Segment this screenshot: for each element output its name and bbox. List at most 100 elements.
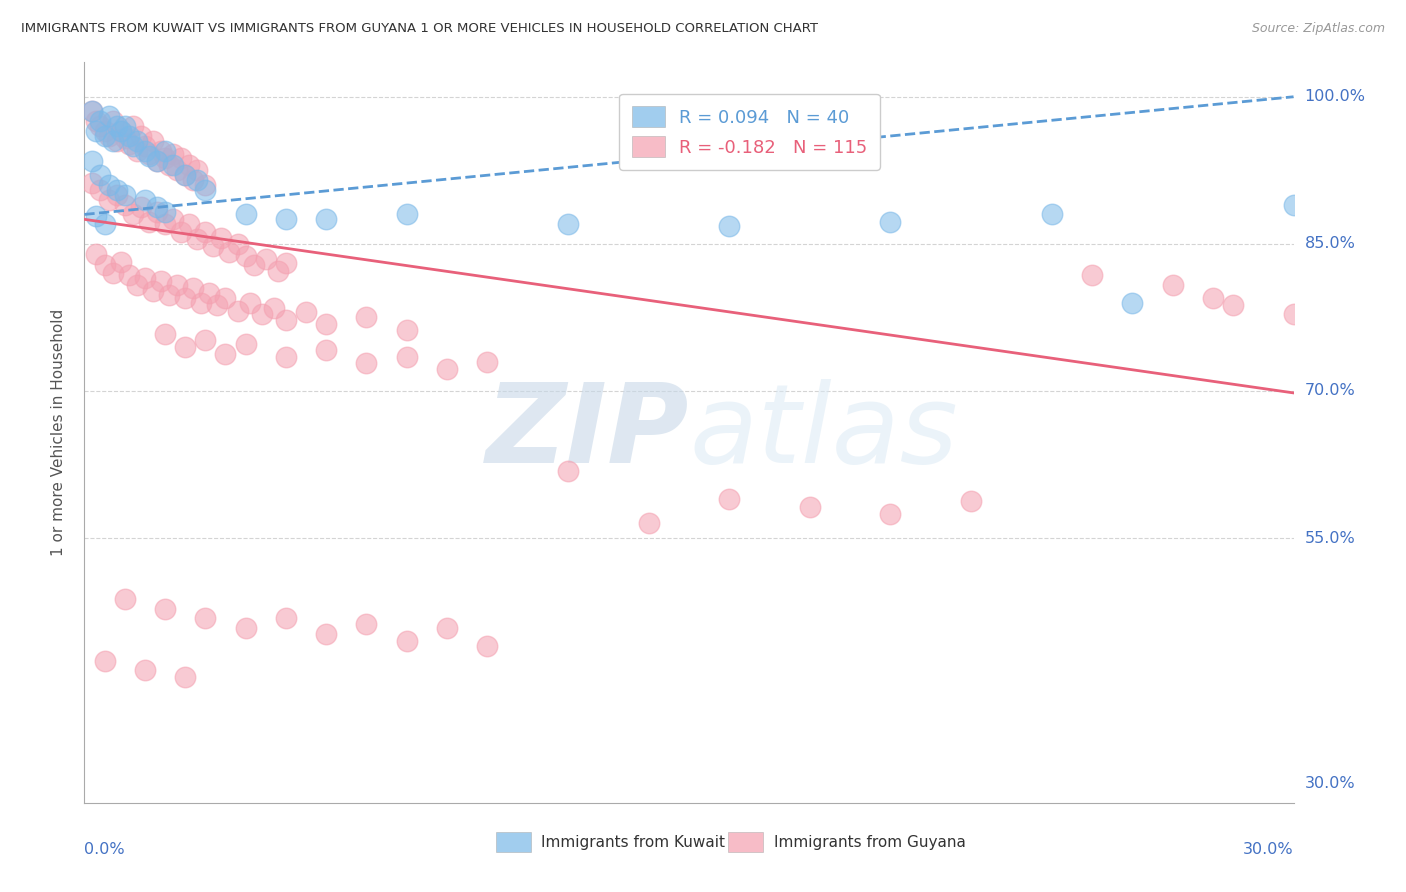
Point bbox=[89, 183, 111, 197]
Point bbox=[356, 617, 378, 632]
Text: atlas: atlas bbox=[689, 379, 957, 486]
Point bbox=[114, 187, 136, 202]
Point bbox=[1081, 268, 1104, 283]
Point bbox=[315, 627, 337, 641]
Point bbox=[101, 114, 124, 128]
Text: Immigrants from Guyana: Immigrants from Guyana bbox=[773, 836, 966, 850]
Y-axis label: 1 or more Vehicles in Household: 1 or more Vehicles in Household bbox=[51, 309, 66, 557]
Point bbox=[166, 278, 188, 293]
Point bbox=[174, 670, 197, 684]
Point bbox=[194, 183, 217, 197]
Point bbox=[181, 173, 204, 187]
Point bbox=[436, 362, 458, 376]
Point bbox=[174, 168, 197, 182]
Point bbox=[93, 259, 115, 273]
Point bbox=[179, 158, 201, 172]
Point bbox=[174, 291, 197, 305]
Point bbox=[121, 207, 143, 221]
Point bbox=[557, 217, 579, 231]
Point bbox=[93, 128, 115, 143]
Point bbox=[114, 591, 136, 606]
Point bbox=[86, 210, 108, 224]
Point bbox=[153, 144, 176, 158]
Point bbox=[105, 183, 128, 197]
Point bbox=[110, 254, 132, 268]
Text: IMMIGRANTS FROM KUWAIT VS IMMIGRANTS FROM GUYANA 1 OR MORE VEHICLES IN HOUSEHOLD: IMMIGRANTS FROM KUWAIT VS IMMIGRANTS FRO… bbox=[21, 22, 818, 36]
Point bbox=[125, 144, 148, 158]
Point bbox=[395, 207, 418, 221]
Point bbox=[194, 611, 217, 625]
Point bbox=[186, 163, 208, 178]
Point bbox=[1282, 308, 1305, 322]
Point bbox=[82, 104, 104, 119]
Point bbox=[214, 291, 236, 305]
Point bbox=[118, 128, 141, 143]
Point bbox=[138, 146, 160, 161]
Point bbox=[134, 193, 156, 207]
Point bbox=[93, 217, 115, 231]
Point bbox=[315, 343, 337, 357]
Text: Immigrants from Kuwait: Immigrants from Kuwait bbox=[540, 836, 724, 850]
Point bbox=[477, 639, 499, 653]
Point bbox=[146, 200, 169, 214]
Point bbox=[89, 114, 111, 128]
Point bbox=[718, 491, 741, 506]
Point bbox=[1222, 298, 1244, 312]
Point bbox=[118, 136, 141, 151]
Point bbox=[477, 354, 499, 368]
Point bbox=[146, 153, 169, 168]
Point bbox=[263, 301, 285, 315]
Point bbox=[114, 197, 136, 211]
Point bbox=[125, 134, 148, 148]
Point bbox=[121, 138, 143, 153]
Point bbox=[194, 225, 217, 239]
Point bbox=[134, 144, 156, 158]
Point bbox=[105, 134, 128, 148]
Point bbox=[190, 295, 212, 310]
Point bbox=[105, 119, 128, 133]
Point bbox=[157, 288, 180, 302]
Point bbox=[153, 205, 176, 219]
Point bbox=[162, 212, 184, 227]
Point bbox=[101, 266, 124, 280]
Point bbox=[166, 163, 188, 178]
Point bbox=[93, 124, 115, 138]
Point bbox=[105, 187, 128, 202]
Point bbox=[89, 119, 111, 133]
Text: 0.0%: 0.0% bbox=[84, 842, 125, 856]
Point bbox=[315, 212, 337, 227]
Point bbox=[395, 350, 418, 364]
Point bbox=[146, 205, 169, 219]
Point bbox=[274, 256, 297, 270]
Point bbox=[194, 333, 217, 347]
Point bbox=[179, 217, 201, 231]
Point bbox=[226, 303, 249, 318]
Point bbox=[134, 138, 156, 153]
Point bbox=[82, 176, 104, 190]
Point bbox=[436, 621, 458, 635]
Text: 100.0%: 100.0% bbox=[1305, 89, 1365, 104]
Point bbox=[356, 310, 378, 325]
Point bbox=[198, 285, 221, 300]
Point bbox=[82, 104, 104, 119]
Point bbox=[295, 305, 318, 319]
Text: 30.0%: 30.0% bbox=[1243, 842, 1294, 856]
Point bbox=[274, 611, 297, 625]
Point bbox=[1161, 278, 1184, 293]
Point bbox=[118, 268, 141, 283]
Point bbox=[1040, 207, 1063, 221]
Point bbox=[138, 215, 160, 229]
Point bbox=[89, 168, 111, 182]
Point bbox=[162, 146, 184, 161]
Point bbox=[879, 215, 901, 229]
Point bbox=[153, 601, 176, 615]
Point bbox=[209, 231, 232, 245]
Point bbox=[82, 153, 104, 168]
Point bbox=[86, 114, 108, 128]
Point bbox=[235, 337, 257, 351]
Point bbox=[157, 158, 180, 172]
Point bbox=[134, 664, 156, 678]
Point bbox=[114, 131, 136, 145]
Point bbox=[170, 225, 193, 239]
Point bbox=[226, 236, 249, 251]
